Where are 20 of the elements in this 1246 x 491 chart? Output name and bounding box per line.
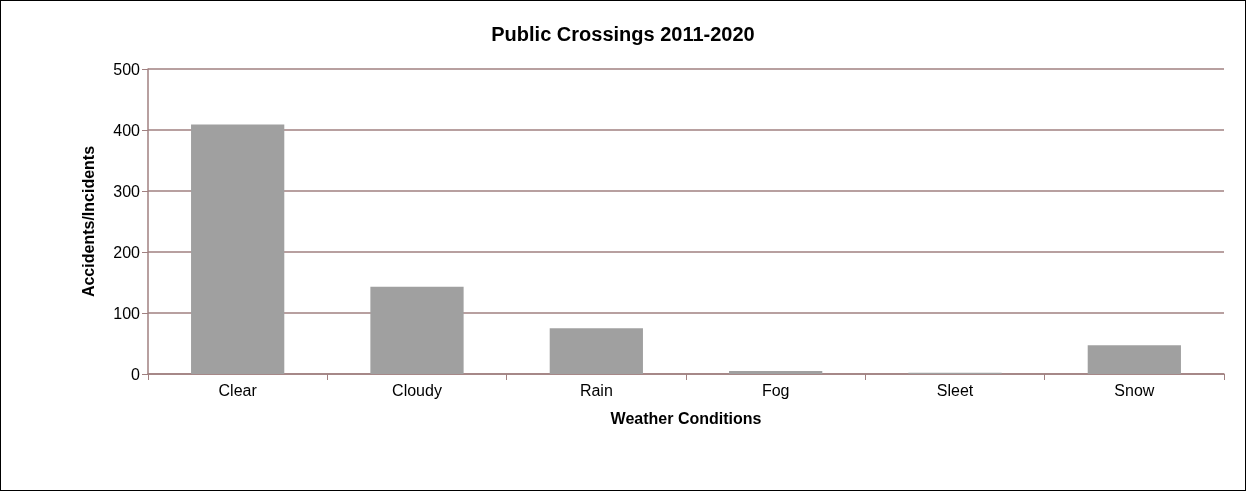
y-tick-label: 100 [113, 304, 141, 322]
bar [370, 286, 464, 374]
y-tick-label: 300 [113, 182, 141, 200]
x-tick-label: Cloudy [392, 381, 442, 399]
x-tick-label: Sleet [936, 381, 974, 399]
x-tick-label: Rain [579, 381, 613, 399]
chart-title: Public Crossings 2011-2020 [491, 23, 755, 45]
x-tick-label: Fog [761, 381, 790, 399]
y-tick-label: 0 [131, 365, 141, 383]
x-axis-title: Weather Conditions [610, 409, 762, 427]
bar [729, 370, 823, 374]
bar [549, 328, 643, 374]
y-tick-label: 400 [113, 121, 141, 139]
y-axis-title: Accidents/Incidents [79, 145, 97, 298]
y-tick-label: 200 [113, 243, 141, 261]
x-tick-label: Clear [218, 381, 258, 399]
bar [191, 124, 285, 374]
y-tick-label: 500 [113, 60, 141, 78]
bar [1087, 345, 1181, 374]
x-tick-label: Snow [1114, 381, 1155, 399]
